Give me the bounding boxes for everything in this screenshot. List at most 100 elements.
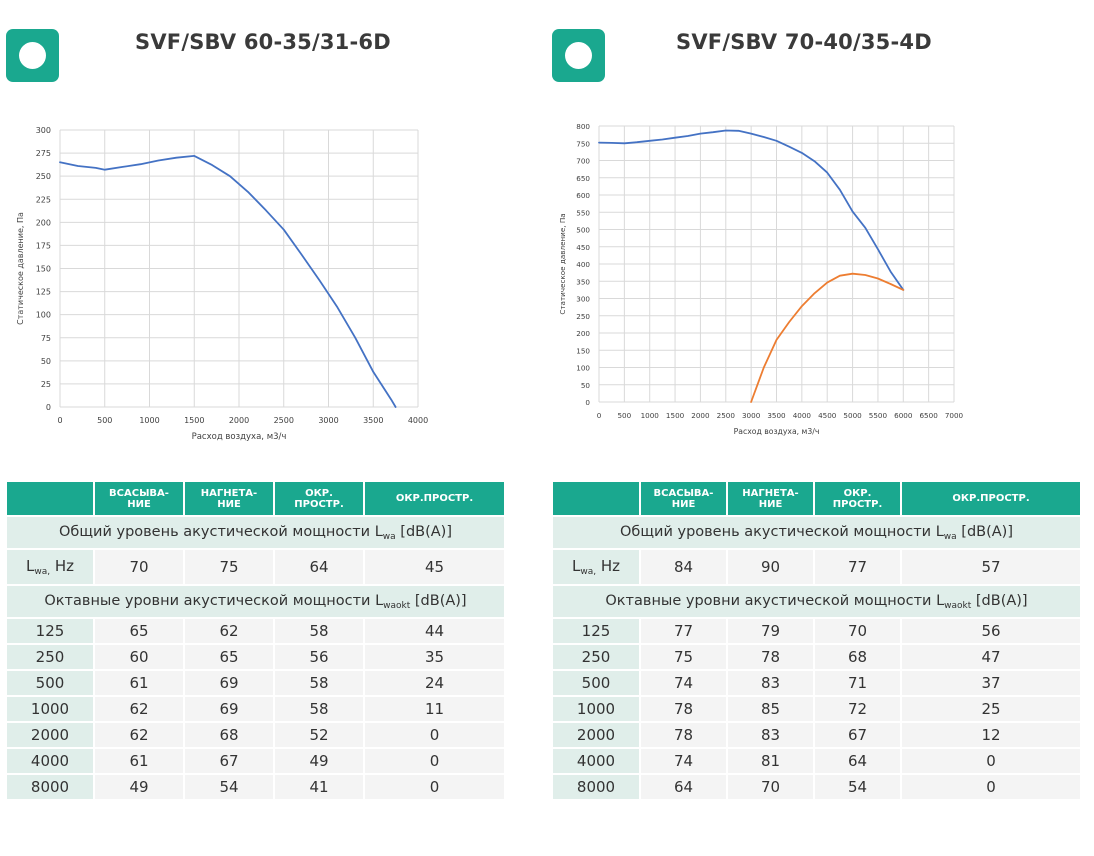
y-tick-label: 300 (36, 126, 51, 135)
table-row: 125 77 79 70 56 (553, 619, 1080, 643)
octave-level-label: Октавные уровни акустической мощности Lw… (7, 586, 504, 617)
x-tick-label: 4000 (408, 416, 428, 425)
frequency-cell: 125 (553, 619, 639, 643)
value-cell: 58 (275, 619, 363, 643)
value-cell: 78 (728, 645, 813, 669)
value-cell: 35 (365, 645, 504, 669)
table-row: 2000 62 68 52 0 (7, 723, 504, 747)
x-tick-label: 2500 (274, 416, 294, 425)
lwa-row: Lwa, Hz 70 75 64 45 (7, 550, 504, 584)
value-cell: 72 (815, 697, 900, 721)
value-cell: 58 (275, 671, 363, 695)
value-cell: 0 (365, 775, 504, 799)
x-tick-label: 1000 (641, 411, 660, 420)
value-cell: 44 (365, 619, 504, 643)
frequency-cell: 1000 (7, 697, 93, 721)
overall-level-label: Общий уровень акустической мощности Lwa … (553, 517, 1080, 548)
y-tick-label: 200 (36, 218, 51, 227)
x-tick-label: 1500 (666, 411, 685, 420)
value-cell: 65 (185, 645, 273, 669)
x-tick-label: 4000 (793, 411, 812, 420)
x-tick-label: 4500 (818, 411, 837, 420)
frequency-cell: 2000 (553, 723, 639, 747)
x-tick-label: 3500 (363, 416, 383, 425)
value-cell: 0 (902, 749, 1080, 773)
value-cell: 61 (95, 749, 183, 773)
value-cell: 67 (815, 723, 900, 747)
lwa-value: 90 (728, 550, 813, 584)
y-tick-label: 550 (576, 208, 590, 217)
y-tick-label: 225 (36, 195, 51, 204)
value-cell: 12 (902, 723, 1080, 747)
pressure-chart: 0 50 100 150 200 250 300 350 400 450 500 550 600 650 7… (558, 122, 964, 436)
logo-icon (552, 29, 605, 82)
table-row: 250 60 65 56 35 (7, 645, 504, 669)
x-tick-label: 3000 (318, 416, 338, 425)
value-cell: 24 (365, 671, 504, 695)
y-tick-label: 200 (576, 329, 590, 338)
frequency-cell: 1000 (553, 697, 639, 721)
value-cell: 52 (275, 723, 363, 747)
value-cell: 58 (275, 697, 363, 721)
column-header: ОКР.ПРОСТР. (815, 482, 900, 515)
value-cell: 81 (728, 749, 813, 773)
column-header: ВСАСЫВА- НИЕ (641, 482, 726, 515)
value-cell: 56 (902, 619, 1080, 643)
value-cell: 69 (185, 697, 273, 721)
value-cell: 0 (902, 775, 1080, 799)
y-tick-label: 275 (36, 149, 51, 158)
value-cell: 0 (365, 749, 504, 773)
lwa-value: 75 (185, 550, 273, 584)
table-row: 1000 62 69 58 11 (7, 697, 504, 721)
table-row: 500 74 83 71 37 (553, 671, 1080, 695)
lwa-value: 57 (902, 550, 1080, 584)
y-tick-label: 450 (576, 243, 590, 252)
y-tick-label: 50 (581, 381, 591, 390)
x-tick-label: 6500 (919, 411, 938, 420)
y-tick-label: 350 (576, 277, 590, 286)
value-cell: 68 (185, 723, 273, 747)
y-tick-label: 750 (576, 139, 590, 148)
fan-curve-line (59, 155, 397, 408)
value-cell: 77 (641, 619, 726, 643)
lwa-value: 70 (95, 550, 183, 584)
frequency-cell: 500 (553, 671, 639, 695)
value-cell: 78 (641, 723, 726, 747)
x-tick-label: 3500 (767, 411, 786, 420)
frequency-cell: 8000 (7, 775, 93, 799)
y-tick-label: 400 (576, 260, 590, 269)
logo-icon (6, 29, 59, 82)
table-header-row: ВСАСЫВА- НИЕ НАГНЕТА- НИЕ ОКР. ПРОСТР. ОКР.ПРО… (553, 482, 1080, 515)
frequency-cell: 250 (7, 645, 93, 669)
value-cell: 56 (275, 645, 363, 669)
page-title: SVF/SBV 60-35/31-6D (135, 30, 391, 54)
fan-curve-line (598, 129, 905, 291)
frequency-cell: 500 (7, 671, 93, 695)
x-tick-label: 0 (57, 416, 62, 425)
table-header-row: ВСАСЫВА- НИЕ НАГНЕТА- НИЕ ОКР. ПРОСТР. ОКР.ПРО… (7, 482, 504, 515)
y-tick-label: 250 (36, 172, 51, 181)
frequency-cell: 4000 (553, 749, 639, 773)
x-tick-label: 7000 (945, 411, 964, 420)
page-title: SVF/SBV 70-40/35-4D (676, 30, 932, 54)
value-cell: 69 (185, 671, 273, 695)
column-header: ВСАСЫВА- НИЕ (95, 482, 183, 515)
value-cell: 11 (365, 697, 504, 721)
value-cell: 75 (641, 645, 726, 669)
x-tick-label: 0 (597, 411, 602, 420)
frequency-cell: 125 (7, 619, 93, 643)
value-cell: 83 (728, 723, 813, 747)
value-cell: 62 (185, 619, 273, 643)
octave-level-row: Октавные уровни акустической мощности Lw… (7, 586, 504, 617)
table-row: 4000 61 67 49 0 (7, 749, 504, 773)
y-tick-label: 250 (576, 312, 590, 321)
y-tick-label: 150 (36, 265, 51, 274)
table-row: 8000 49 54 41 0 (7, 775, 504, 799)
x-axis-label: Расход воздуха, м3/ч (734, 427, 820, 436)
x-tick-label: 1000 (139, 416, 159, 425)
lwa-value: 45 (365, 550, 504, 584)
column-header: ОКР.ПРОСТР. (275, 482, 363, 515)
value-cell: 54 (815, 775, 900, 799)
y-tick-label: 0 (46, 403, 51, 412)
